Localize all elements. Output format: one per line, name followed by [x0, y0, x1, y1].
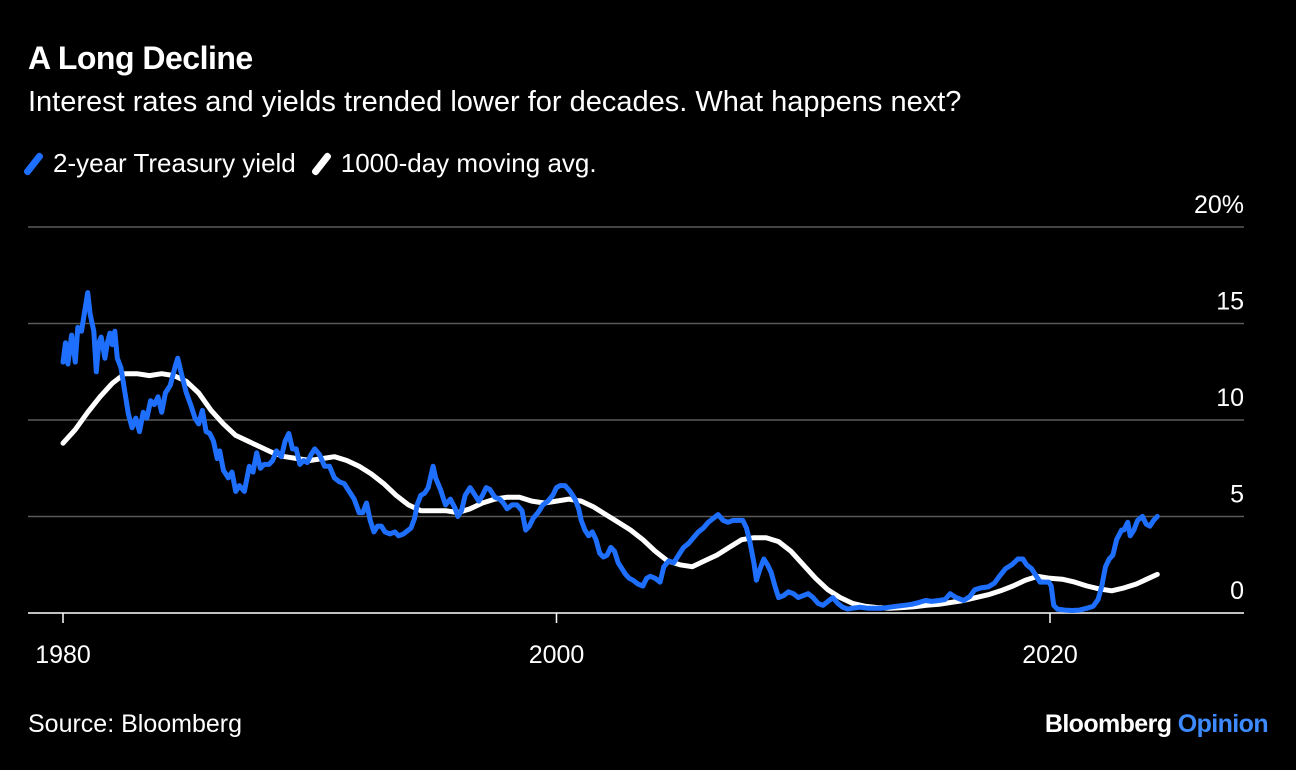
legend-label-moving-avg: 1000-day moving avg.	[340, 148, 597, 178]
series-line-moving-avg	[60, 371, 1160, 611]
y-tick-label: 10	[1216, 384, 1244, 412]
x-tick-label: 1980	[35, 641, 91, 669]
legend-label-treasury: 2-year Treasury yield	[53, 148, 296, 178]
x-tick-label: 2000	[529, 641, 585, 669]
legend: 2-year Treasury yield 1000-day moving av…	[22, 148, 619, 179]
source-note: Source: Bloomberg	[28, 710, 243, 738]
brand-section: Opinion	[1177, 710, 1269, 738]
legend-item-treasury: 2-year Treasury yield	[22, 148, 296, 179]
brand-logo: Bloomberg Opinion	[1044, 710, 1269, 739]
y-tick-label: 0	[1230, 577, 1244, 605]
y-tick-label: 15	[1216, 288, 1244, 316]
legend-item-moving-avg: 1000-day moving avg.	[310, 148, 597, 179]
y-tick-label: 5	[1230, 481, 1244, 509]
gridlines	[28, 226, 1244, 614]
y-tick-label: 20%	[1194, 191, 1244, 219]
y-axis-labels: 20% 15 10 5 0	[1194, 191, 1244, 605]
x-axis: 1980 2000 2020	[35, 613, 1078, 669]
chart-title: A Long Decline	[28, 40, 253, 76]
chart-subtitle: Interest rates and yields trended lower …	[28, 86, 962, 118]
series-lines	[60, 290, 1160, 613]
series-line-treasury-yield	[60, 290, 1160, 613]
brand-name: Bloomberg	[1044, 710, 1172, 738]
x-tick-label: 2020	[1022, 641, 1078, 669]
